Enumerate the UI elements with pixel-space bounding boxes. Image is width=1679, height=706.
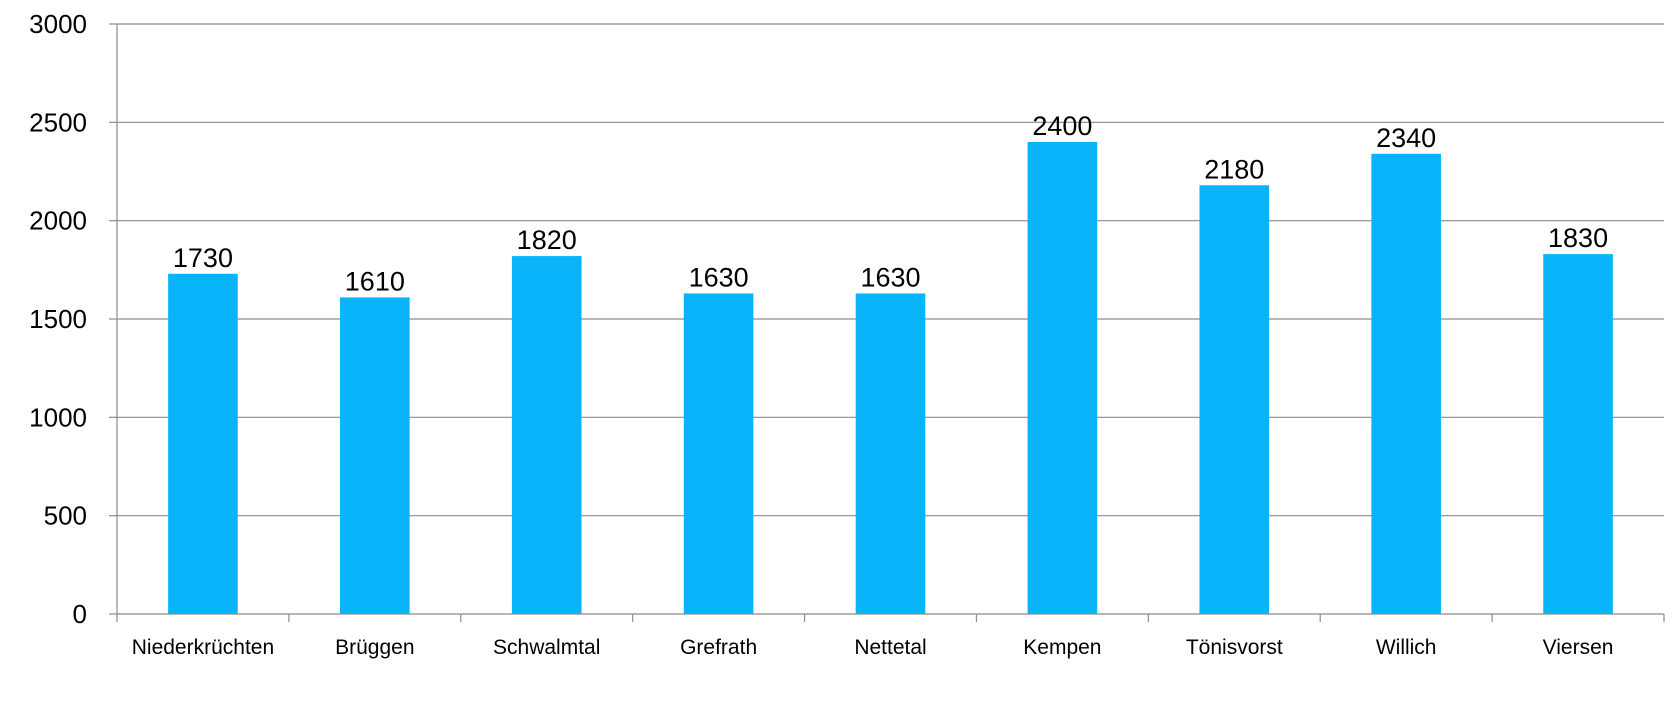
data-label: 1830 [1548,223,1608,253]
bar [1543,254,1613,614]
y-tick-label: 3000 [29,9,87,39]
axes [109,23,1665,622]
bar [1371,153,1441,615]
data-label: 1730 [173,243,233,273]
y-tick-label: 500 [44,501,87,531]
bar [1027,142,1098,614]
y-tick-label: 1500 [29,304,87,334]
data-label: 2180 [1204,154,1264,184]
data-label: 1820 [517,225,577,255]
x-tick-label: Brüggen [335,636,414,659]
bar [683,293,754,614]
x-tick-label: Grefrath [680,636,757,659]
x-tick-label: Viersen [1543,636,1614,659]
data-label: 1610 [345,266,405,296]
y-tick-labels: 0 500 1000 1500 2000 2500 3000 [29,9,87,629]
x-tick-label: Willich [1376,636,1437,659]
x-tick-label: Tönisvorst [1186,636,1283,659]
y-tick-label: 0 [73,599,87,629]
data-label: 1630 [860,262,920,292]
bar [1199,185,1270,614]
x-tick-label: Niederkrüchten [132,636,274,659]
x-tick-labels: Niederkrüchten Brüggen Schwalmtal Grefrath N… [132,636,1614,659]
x-tick-label: Schwalmtal [493,636,600,659]
bars [168,142,1613,615]
y-tick-label: 1000 [29,402,87,432]
y-tick-label: 2500 [29,107,87,137]
data-label: 2400 [1032,111,1092,141]
data-labels: 1730 1610 1820 1630 1630 2400 2180 2340 1830 [173,111,1608,296]
x-tick-label: Kempen [1023,636,1101,659]
y-tick-label: 2000 [29,206,87,236]
data-label: 1630 [689,262,749,292]
data-label: 2340 [1376,123,1436,153]
bar [168,273,238,614]
bar [855,293,926,614]
x-tick-label: Nettetal [854,636,926,659]
bar [340,297,410,614]
bar [511,256,582,614]
